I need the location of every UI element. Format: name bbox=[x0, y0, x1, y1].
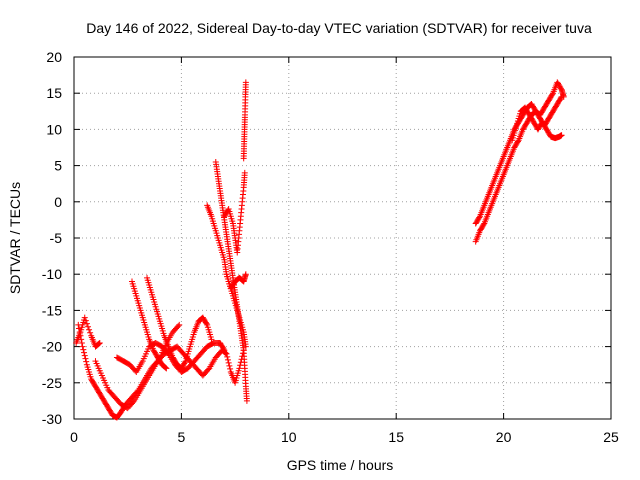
data-point bbox=[242, 271, 249, 278]
data-point bbox=[76, 325, 83, 332]
data-point bbox=[175, 323, 182, 330]
grid-lines bbox=[74, 57, 611, 419]
y-tick-label: -30 bbox=[42, 411, 62, 427]
x-tick-label: 5 bbox=[178, 429, 186, 445]
data-point bbox=[79, 343, 86, 350]
x-tick-label: 20 bbox=[496, 429, 512, 445]
data-point bbox=[75, 321, 82, 328]
data-point bbox=[78, 339, 85, 346]
data-point bbox=[78, 336, 85, 343]
chart-title: Day 146 of 2022, Sidereal Day-to-day VTE… bbox=[86, 20, 592, 36]
data-point bbox=[161, 364, 168, 371]
y-tick-label: 15 bbox=[46, 85, 62, 101]
data-point bbox=[81, 314, 88, 321]
data-point bbox=[86, 326, 93, 333]
data-point bbox=[480, 221, 487, 228]
data-point bbox=[82, 317, 89, 324]
data-point bbox=[82, 355, 89, 362]
data-point bbox=[95, 341, 102, 348]
data-point bbox=[224, 207, 231, 214]
data-point bbox=[181, 359, 188, 366]
data-point bbox=[549, 91, 556, 98]
data-point bbox=[130, 399, 137, 406]
y-tick-label: 20 bbox=[46, 49, 62, 65]
data-point bbox=[162, 364, 169, 371]
y-tick-label: -20 bbox=[42, 339, 62, 355]
data-point bbox=[242, 79, 249, 86]
y-tick-label: -10 bbox=[42, 266, 62, 282]
data-point bbox=[208, 336, 215, 343]
data-point bbox=[96, 339, 103, 346]
y-tick-label: 10 bbox=[46, 121, 62, 137]
data-point bbox=[223, 350, 230, 357]
x-tick-label: 25 bbox=[603, 429, 619, 445]
data-point bbox=[222, 350, 229, 357]
data-point bbox=[557, 95, 564, 102]
data-point bbox=[226, 362, 233, 369]
data-point bbox=[224, 353, 231, 360]
x-tick-label: 10 bbox=[281, 429, 297, 445]
data-point bbox=[80, 346, 87, 353]
x-axis-title: GPS time / hours bbox=[287, 457, 394, 473]
x-tick-label: 15 bbox=[388, 429, 404, 445]
data-point bbox=[76, 329, 83, 336]
data-point bbox=[242, 343, 249, 350]
data-point bbox=[77, 332, 84, 339]
data-point bbox=[176, 321, 183, 328]
data-point bbox=[514, 138, 521, 145]
data-point bbox=[476, 214, 483, 221]
data-point bbox=[224, 356, 231, 363]
data-point bbox=[221, 347, 228, 354]
y-axis-title: SDTVAR / TECUs bbox=[7, 182, 23, 294]
y-tick-label: -5 bbox=[50, 230, 63, 246]
data-point bbox=[96, 340, 103, 347]
y-tick-labels: -30 -25 -20 -15 -10 -5 0 5 10 15 20 bbox=[42, 49, 62, 427]
data-point bbox=[558, 132, 565, 139]
data-point bbox=[81, 349, 88, 356]
data-point bbox=[163, 365, 170, 372]
y-tick-label: 0 bbox=[54, 194, 62, 210]
x-tick-labels: 0 5 10 15 20 25 bbox=[70, 429, 619, 445]
data-point bbox=[83, 320, 90, 327]
y-tick-label: 5 bbox=[54, 158, 62, 174]
data-point bbox=[241, 169, 248, 176]
data-point bbox=[205, 366, 212, 373]
data-point bbox=[227, 365, 234, 372]
data-point bbox=[87, 329, 94, 336]
data-point bbox=[203, 320, 210, 327]
data-points bbox=[73, 79, 567, 421]
y-tick-label: -25 bbox=[42, 375, 62, 391]
data-point bbox=[83, 358, 90, 365]
data-point bbox=[225, 359, 232, 366]
data-point bbox=[243, 397, 250, 404]
y-tick-label: -15 bbox=[42, 302, 62, 318]
data-point bbox=[558, 93, 565, 100]
data-point bbox=[84, 323, 91, 330]
data-point bbox=[220, 346, 227, 353]
data-point bbox=[236, 365, 243, 372]
x-tick-label: 0 bbox=[70, 429, 78, 445]
axis-ticks bbox=[73, 56, 612, 420]
data-point bbox=[81, 352, 88, 359]
